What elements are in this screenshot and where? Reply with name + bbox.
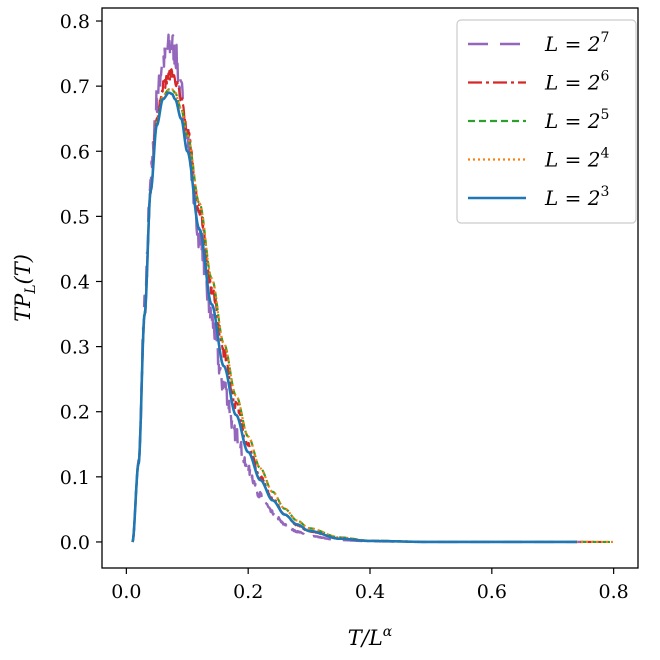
x-tick-label: 0.8 <box>599 581 629 603</box>
y-tick-label: 0.6 <box>60 141 90 163</box>
ticks: 0.0 0.2 0.4 0.6 0.8 0.0 0.1 0.2 0.3 0.4 0.5 0.6 0.7 0… <box>60 11 629 603</box>
y-axis-label: TPL(T) <box>11 254 39 322</box>
y-tick-label: 0.5 <box>60 206 90 228</box>
legend-label: L = 23 <box>544 184 609 210</box>
legend: L = 27 L = 26 L = 25 L = 24 L = 23 <box>456 19 637 224</box>
series-line <box>131 91 578 544</box>
x-tick-label: 0.6 <box>477 581 507 603</box>
plot-area <box>131 33 615 544</box>
legend-frame <box>456 19 637 224</box>
x-tick-label: 0.4 <box>355 581 385 603</box>
legend-label: L = 27 <box>544 30 609 56</box>
y-tick-label: 0.3 <box>60 337 90 359</box>
y-tick-label: 0.4 <box>60 271 90 293</box>
legend-label: L = 24 <box>544 146 609 172</box>
y-tick-label: 0.0 <box>60 532 90 554</box>
legend-label: L = 26 <box>544 69 609 95</box>
y-tick-label: 0.1 <box>60 467 90 489</box>
x-tick-label: 0.0 <box>111 581 141 603</box>
x-axis-label: T/Lα <box>348 624 393 650</box>
legend-label: L = 25 <box>544 107 609 133</box>
y-tick-label: 0.8 <box>60 11 90 33</box>
x-tick-label: 0.2 <box>233 581 263 603</box>
y-tick-label: 0.7 <box>60 76 90 98</box>
y-tick-label: 0.2 <box>60 402 90 424</box>
